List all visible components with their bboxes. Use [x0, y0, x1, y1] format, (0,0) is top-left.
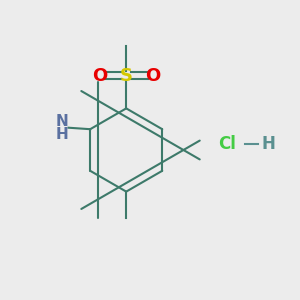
Text: N: N	[56, 114, 68, 129]
Text: H: H	[262, 135, 276, 153]
Text: S: S	[120, 67, 133, 85]
Text: O: O	[145, 67, 160, 85]
Text: O: O	[92, 67, 107, 85]
Text: Cl: Cl	[218, 135, 236, 153]
Text: H: H	[56, 127, 68, 142]
